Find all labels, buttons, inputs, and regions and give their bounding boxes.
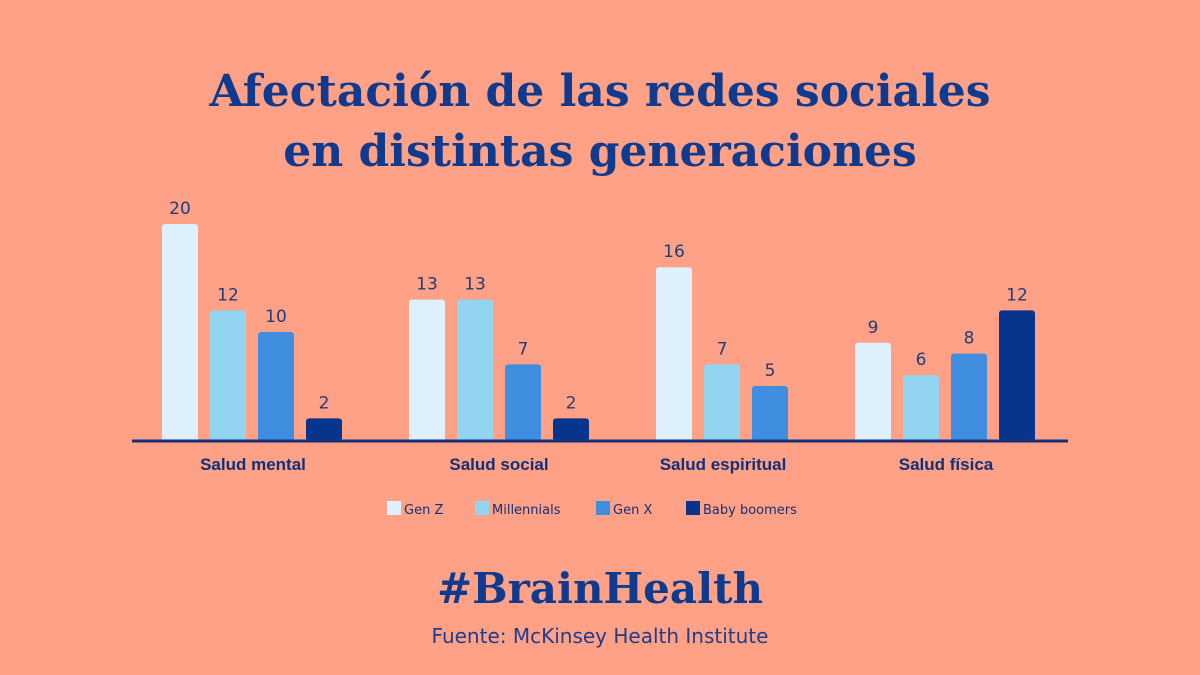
legend-swatch (475, 501, 489, 515)
bar-value-label: 8 (964, 329, 975, 349)
chart-title: Afectación de las redes sociales en dist… (0, 62, 1200, 182)
legend-label: Gen X (613, 503, 652, 518)
bar-value-label: 2 (566, 393, 577, 413)
bar-value-label: 13 (464, 275, 486, 295)
x-tick-label: Salud mental (200, 455, 306, 474)
bar (752, 386, 788, 441)
bar-value-label: 2 (319, 393, 330, 413)
bar-value-label: 7 (717, 339, 728, 359)
bar (409, 299, 445, 441)
legend-swatch (686, 501, 700, 515)
bar-value-label: 16 (663, 242, 685, 262)
x-tick-label: Salud social (449, 455, 548, 474)
bar-value-label: 9 (868, 318, 879, 338)
bar (457, 299, 493, 441)
legend-label: Baby boomers (703, 503, 797, 518)
legend-label: Millennials (492, 503, 561, 518)
bar (903, 375, 939, 441)
chart-title-line-1: Afectación de las redes sociales (209, 66, 991, 117)
bar (258, 332, 294, 441)
bar (162, 224, 198, 441)
bar (553, 418, 589, 441)
bar (306, 418, 342, 441)
legend-label: Gen Z (404, 503, 443, 518)
chart-title-line-2: en distintas generaciones (283, 126, 917, 177)
bar-value-label: 10 (265, 307, 287, 327)
x-tick-label: Salud física (899, 455, 994, 474)
bar (210, 310, 246, 441)
legend-swatch (596, 501, 610, 515)
bar-chart: 20 12 10 2 Salud mental 13 13 7 2 Salud social 16 7… (132, 199, 1068, 518)
x-tick-label: Salud espiritual (660, 455, 787, 474)
bar-value-label: 20 (169, 199, 191, 219)
bar (505, 364, 541, 441)
bar-value-label: 6 (916, 350, 927, 370)
bar (855, 342, 891, 441)
bar-value-label: 5 (765, 361, 776, 381)
source-note: Fuente: McKinsey Health Institute (431, 624, 769, 648)
bar-value-label: 12 (217, 285, 239, 305)
bar (999, 310, 1035, 441)
hashtag: #BrainHealth (436, 564, 764, 613)
bar-value-label: 13 (416, 275, 438, 295)
bar (656, 267, 692, 441)
bar-value-label: 12 (1006, 285, 1028, 305)
bar-value-label: 7 (518, 339, 529, 359)
bar (951, 353, 987, 441)
bar (704, 364, 740, 441)
legend-swatch (387, 501, 401, 515)
